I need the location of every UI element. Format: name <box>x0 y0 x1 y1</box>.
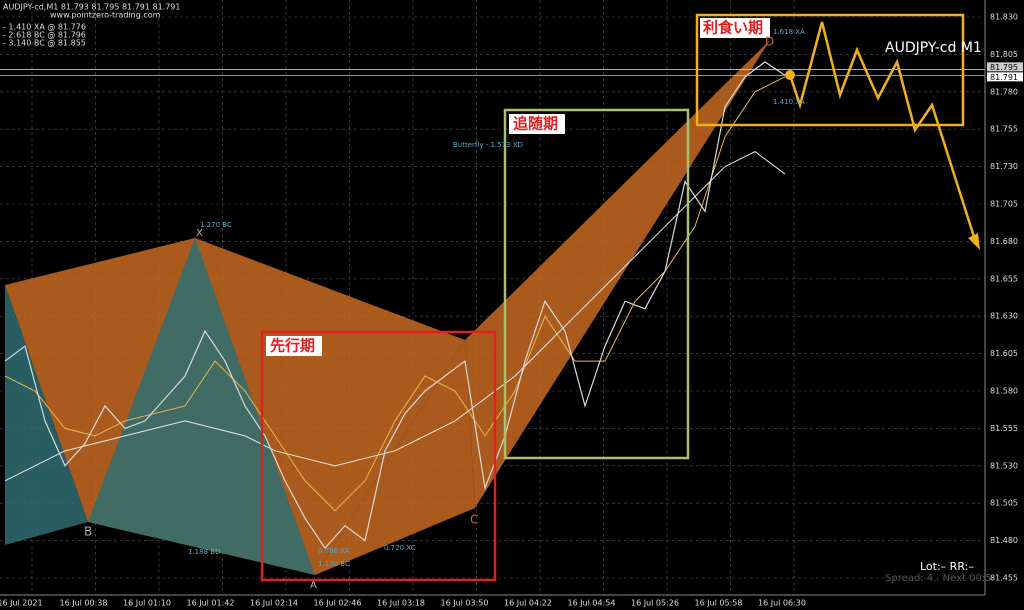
fib-label: 1.130 BC <box>318 560 350 568</box>
pattern-fill <box>315 340 475 575</box>
fib-label: 1.618 XA <box>773 28 805 36</box>
fib-label: 1.410 XA <box>773 98 805 106</box>
lot-info: Lot:– RR:– <box>920 560 974 573</box>
time-tick-label: 16 Jul 06:30 <box>758 599 806 608</box>
price-tick-label: 81.655 <box>990 274 1018 283</box>
time-tick-label: 16 Jul 01:42 <box>187 599 235 608</box>
pattern-point: X <box>196 228 203 239</box>
price-tag <box>987 62 1023 72</box>
pattern-point: A <box>310 580 317 591</box>
current-point <box>785 70 795 80</box>
time-tick-label: 16 Jul 2021 <box>0 599 43 608</box>
pattern-point: C <box>470 513 478 527</box>
arrow-head <box>968 233 980 250</box>
price-tick-label: 81.780 <box>990 87 1018 96</box>
level: - 3.140 BC @ 81.855 <box>3 39 86 48</box>
price-tag-label: 81.795 <box>990 63 1018 72</box>
phase-label: 追随期 <box>513 115 558 133</box>
price-tick-label: 81.480 <box>990 536 1018 545</box>
label-bg <box>509 114 565 134</box>
level: - 2.618 BC @ 81.796 <box>3 31 86 40</box>
time-tick-label: 16 Jul 04:54 <box>568 599 616 608</box>
pattern-name: Butterfly - 1.573 XD <box>453 141 523 149</box>
price-tick-label: 81.705 <box>990 200 1018 209</box>
time-tick-label: 16 Jul 01:10 <box>123 599 171 608</box>
label-bg <box>266 336 322 356</box>
label-bg <box>700 18 770 38</box>
price-line <box>4 61 786 550</box>
price-lines <box>0 61 985 550</box>
fib-label: 0.720 XC <box>384 544 416 552</box>
price-tick-label: 81.755 <box>990 125 1018 134</box>
fib-label: 1.188 BD <box>188 548 220 556</box>
price-tick-label: 81.605 <box>990 349 1018 358</box>
price-tick-label: 81.505 <box>990 499 1018 508</box>
fib-label: 1.270 BC <box>200 221 232 229</box>
fib-label: 0.786 XA <box>318 547 350 555</box>
time-tick-label: 16 Jul 02:46 <box>314 599 362 608</box>
phase-box <box>503 108 690 460</box>
spread-info: Spread: 4.. Next 00:5 <box>885 573 992 584</box>
phase-box <box>695 13 965 127</box>
website: www.pointzero-trading.com <box>50 11 161 20</box>
phase-label: 先行期 <box>270 337 315 355</box>
price-tag <box>987 72 1023 82</box>
price-tick-label: 81.680 <box>990 237 1018 246</box>
time-tick-label: 16 Jul 05:26 <box>631 599 679 608</box>
phase-label: 利食い期 <box>703 19 763 37</box>
time-tick-label: 16 Jul 04:22 <box>504 599 552 608</box>
pattern-fill <box>88 238 315 575</box>
price-tick-label: 81.530 <box>990 461 1018 470</box>
phase-box <box>260 330 497 582</box>
symbol-line: AUDJPY-cd,M1 81.793 81.795 81.791 81.791 <box>3 3 180 12</box>
time-tick-label: 16 Jul 05:58 <box>695 599 743 608</box>
price-tag-label: 81.791 <box>990 73 1018 82</box>
time-tick-label: 16 Jul 02:14 <box>250 599 298 608</box>
forecast-arrow <box>788 21 977 241</box>
level: - 1.410 XA @ 81.776 <box>3 23 86 32</box>
watermark: AUDJPY-cd M1 <box>885 40 982 56</box>
price-tick-label: 81.555 <box>990 424 1018 433</box>
price-tick-label: 81.805 <box>990 50 1018 59</box>
price-tick-label: 81.730 <box>990 162 1018 171</box>
price-tick-label: 81.580 <box>990 387 1018 396</box>
moving-average <box>4 151 786 482</box>
pattern-point: D <box>765 35 774 49</box>
price-tick-label: 81.455 <box>990 574 1018 583</box>
pattern-point: B <box>84 525 92 539</box>
price-tick-label: 81.830 <box>990 13 1018 22</box>
time-tick-label: 16 Jul 03:50 <box>441 599 489 608</box>
time-tick-label: 16 Jul 00:38 <box>60 599 108 608</box>
time-tick-label: 16 Jul 03:18 <box>377 599 425 608</box>
price-tick-label: 81.630 <box>990 312 1018 321</box>
moving-average <box>4 76 786 512</box>
